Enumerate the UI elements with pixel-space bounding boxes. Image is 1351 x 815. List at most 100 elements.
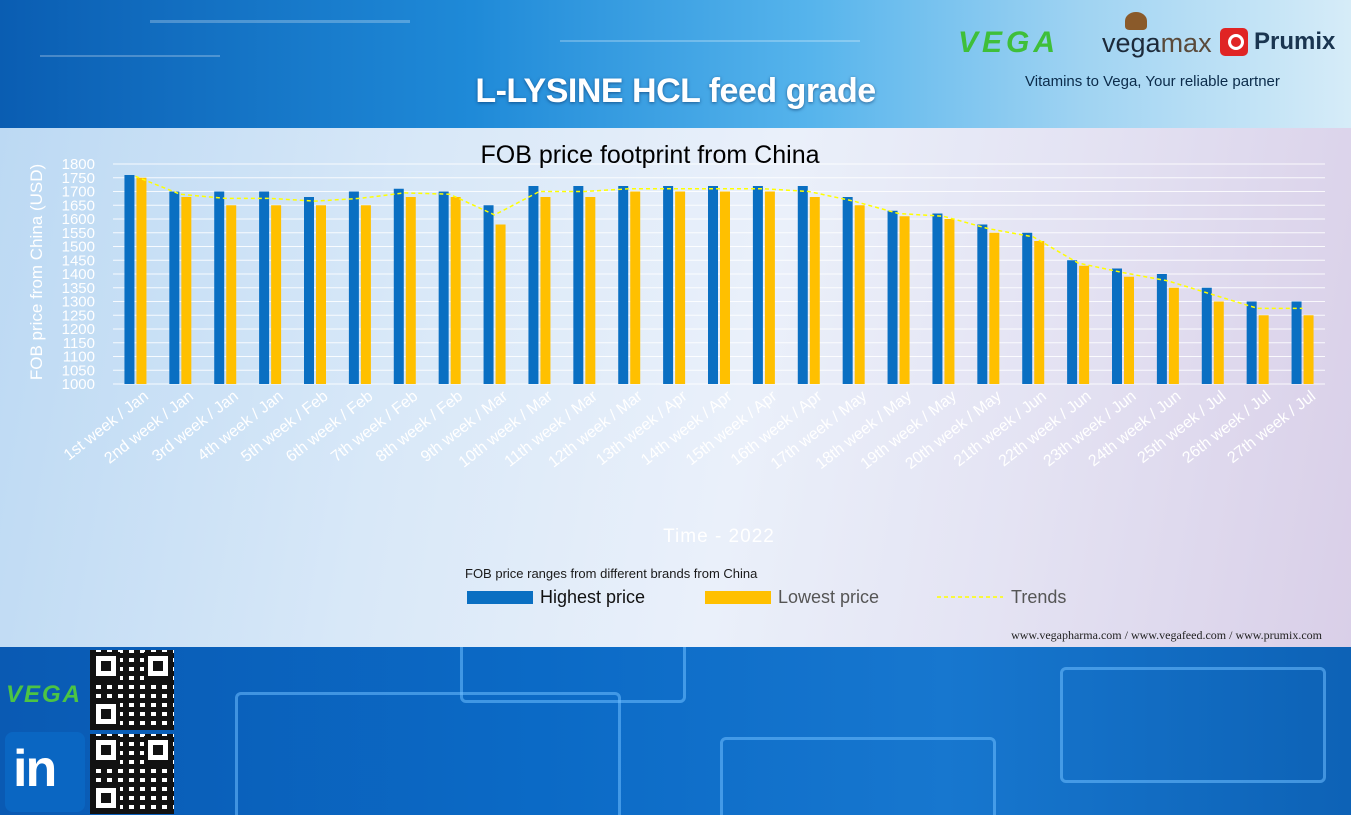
prumix-logo-icon <box>1220 28 1248 56</box>
bar-lowest <box>1258 315 1269 384</box>
bar-highest <box>483 205 494 384</box>
chart-title: FOB price footprint from China <box>480 141 819 169</box>
x-axis-label: Time - 2022 <box>663 526 775 547</box>
bar-highest <box>214 191 225 384</box>
websites-text: www.vegapharma.com / www.vegafeed.com / … <box>1011 628 1323 642</box>
bar-highest <box>752 186 763 384</box>
bar-lowest <box>1079 265 1090 384</box>
trend-line <box>135 175 1303 310</box>
chart-panel: 1000 1050 1100 1150 1200 1250 1300 1350 1400 1450… <box>0 128 1351 647</box>
bar-lowest <box>899 216 910 384</box>
y-tick-label: 1750 <box>62 170 95 187</box>
bar-lowest <box>495 224 506 384</box>
legend-label-trends: Trends <box>1011 587 1066 607</box>
qr-code-icon <box>90 734 174 814</box>
qr-code-icon <box>90 650 174 730</box>
grid-lines <box>113 163 1325 385</box>
trend-line-group <box>135 175 1303 310</box>
bar-lowest <box>226 205 237 384</box>
linkedin-icon-label: in <box>13 740 57 798</box>
bar-highest <box>1022 232 1033 384</box>
vegamax-logo-prefix: vega <box>1102 28 1161 58</box>
bar-lowest <box>540 197 551 384</box>
y-tick-label: 1150 <box>63 335 95 352</box>
bar-highest <box>1112 268 1122 384</box>
bar-lowest <box>136 177 147 384</box>
bar-lowest <box>450 197 461 384</box>
legend-label-lowest: Lowest price <box>778 587 879 607</box>
page-title: L-LYSINE HCL feed grade <box>475 72 876 110</box>
footer-banner: VEGA in <box>0 647 1351 815</box>
qr-corner <box>144 652 172 680</box>
banner-decoration <box>40 55 220 57</box>
tagline: Vitamins to Vega, Your reliable partner <box>1025 73 1280 90</box>
bar-lowest <box>271 205 282 384</box>
linkedin-icon[interactable] <box>5 732 85 812</box>
price-chart: 1000105011001150120012501300135014001450… <box>27 141 1325 642</box>
circuit-decoration <box>720 737 996 815</box>
bar-lowest <box>1213 301 1224 384</box>
y-tick-label: 1450 <box>62 252 95 269</box>
qr-corner <box>92 652 120 680</box>
bar-lowest <box>1034 241 1045 384</box>
bar-highest <box>1201 287 1212 384</box>
prumix-logo: Prumix <box>1254 28 1336 55</box>
circuit-decoration <box>235 692 621 815</box>
bar-lowest <box>585 197 596 384</box>
legend-swatch-highest <box>467 591 533 604</box>
y-axis-label: FOB price from China (USD) <box>27 164 46 380</box>
vega-footer-logo: VEGA <box>6 681 83 708</box>
qr-corner <box>92 700 120 728</box>
bar-lowest <box>1124 276 1134 384</box>
bar-lowest <box>316 205 326 384</box>
bar-highest <box>304 197 314 384</box>
bar-highest <box>663 186 674 384</box>
y-tick-label: 1400 <box>62 266 95 283</box>
bar-highest <box>797 186 808 384</box>
qr-corner <box>92 784 120 812</box>
banner-decoration <box>150 20 410 23</box>
bar-highest <box>708 186 718 384</box>
bar-lowest <box>1168 287 1179 384</box>
qr-corner <box>92 736 120 764</box>
bar-lowest <box>989 232 1000 384</box>
bar-highest <box>977 224 988 384</box>
bar-highest <box>573 186 584 384</box>
bar-highest <box>259 191 270 384</box>
y-tick-label: 1000 <box>62 376 95 393</box>
bar-highest <box>842 197 853 384</box>
bar-highest <box>1291 301 1302 384</box>
circuit-decoration <box>460 647 686 703</box>
bar-highest <box>932 213 943 384</box>
y-axis-ticks: 1000105011001150120012501300135014001450… <box>62 156 95 393</box>
y-tick-label: 1500 <box>62 239 95 256</box>
y-tick-label: 1700 <box>62 184 95 201</box>
y-tick-label: 1650 <box>62 197 95 214</box>
y-tick-label: 1600 <box>62 211 95 228</box>
bar-lowest <box>944 219 955 384</box>
bar-lowest <box>360 205 371 384</box>
bar-highest <box>169 191 180 384</box>
vegamax-logo: vegamax <box>1102 28 1212 59</box>
legend-title: FOB price ranges from different brands f… <box>465 566 758 581</box>
circuit-decoration <box>1060 667 1326 783</box>
bar-lowest <box>854 205 865 384</box>
vegamax-logo-mark <box>1125 12 1147 30</box>
bar-lowest <box>405 197 416 384</box>
legend-label-highest: Highest price <box>540 587 645 607</box>
vegamax-logo-suffix: max <box>1160 28 1212 58</box>
y-tick-label: 1300 <box>62 294 95 311</box>
bar-highest <box>348 191 359 384</box>
bar-lowest <box>630 191 641 384</box>
vega-logo: VEGA <box>958 26 1060 59</box>
y-tick-label: 1050 <box>62 362 95 379</box>
header-banner: L-LYSINE HCL feed grade VEGA vegamax Pru… <box>0 0 1351 128</box>
bar-highest <box>1067 260 1078 384</box>
bar-highest <box>1246 301 1257 384</box>
bar-highest <box>438 191 449 384</box>
y-tick-label: 1250 <box>62 307 95 324</box>
y-tick-label: 1550 <box>62 225 95 242</box>
bar-highest <box>618 186 629 384</box>
bar-highest <box>1156 274 1167 384</box>
